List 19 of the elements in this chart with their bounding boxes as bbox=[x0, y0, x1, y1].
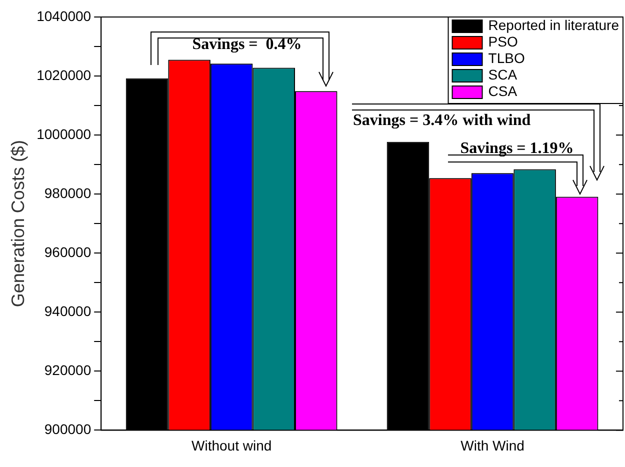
y-tick-label: 1020000 bbox=[36, 66, 92, 83]
y-tick-label: 960000 bbox=[44, 244, 92, 260]
y-tick-label: 980000 bbox=[44, 184, 92, 201]
legend-label: SCA bbox=[488, 66, 518, 83]
legend-label: CSA bbox=[488, 83, 518, 100]
y-axis-title: Generation Costs ($) bbox=[8, 140, 28, 308]
y-tick-label: 940000 bbox=[44, 303, 92, 319]
annotation: Savings = 3.4% with wind bbox=[353, 112, 531, 130]
legend-label: TLBO bbox=[488, 50, 525, 66]
y-tick-label: 920000 bbox=[44, 362, 92, 378]
x-tick-label: With Wind bbox=[460, 437, 524, 454]
legend-label: Reported in literature bbox=[488, 17, 620, 34]
y-tick-label: 900000 bbox=[44, 421, 92, 438]
annotation: Savings = 1.19% bbox=[460, 140, 574, 158]
annotation: Savings = 0.4% bbox=[192, 36, 302, 54]
legend-label: PSO bbox=[488, 34, 518, 50]
y-tick-label: 1040000 bbox=[36, 8, 92, 24]
x-tick-label: Without wind bbox=[192, 437, 272, 454]
y-tick-label: 1000000 bbox=[36, 126, 92, 142]
